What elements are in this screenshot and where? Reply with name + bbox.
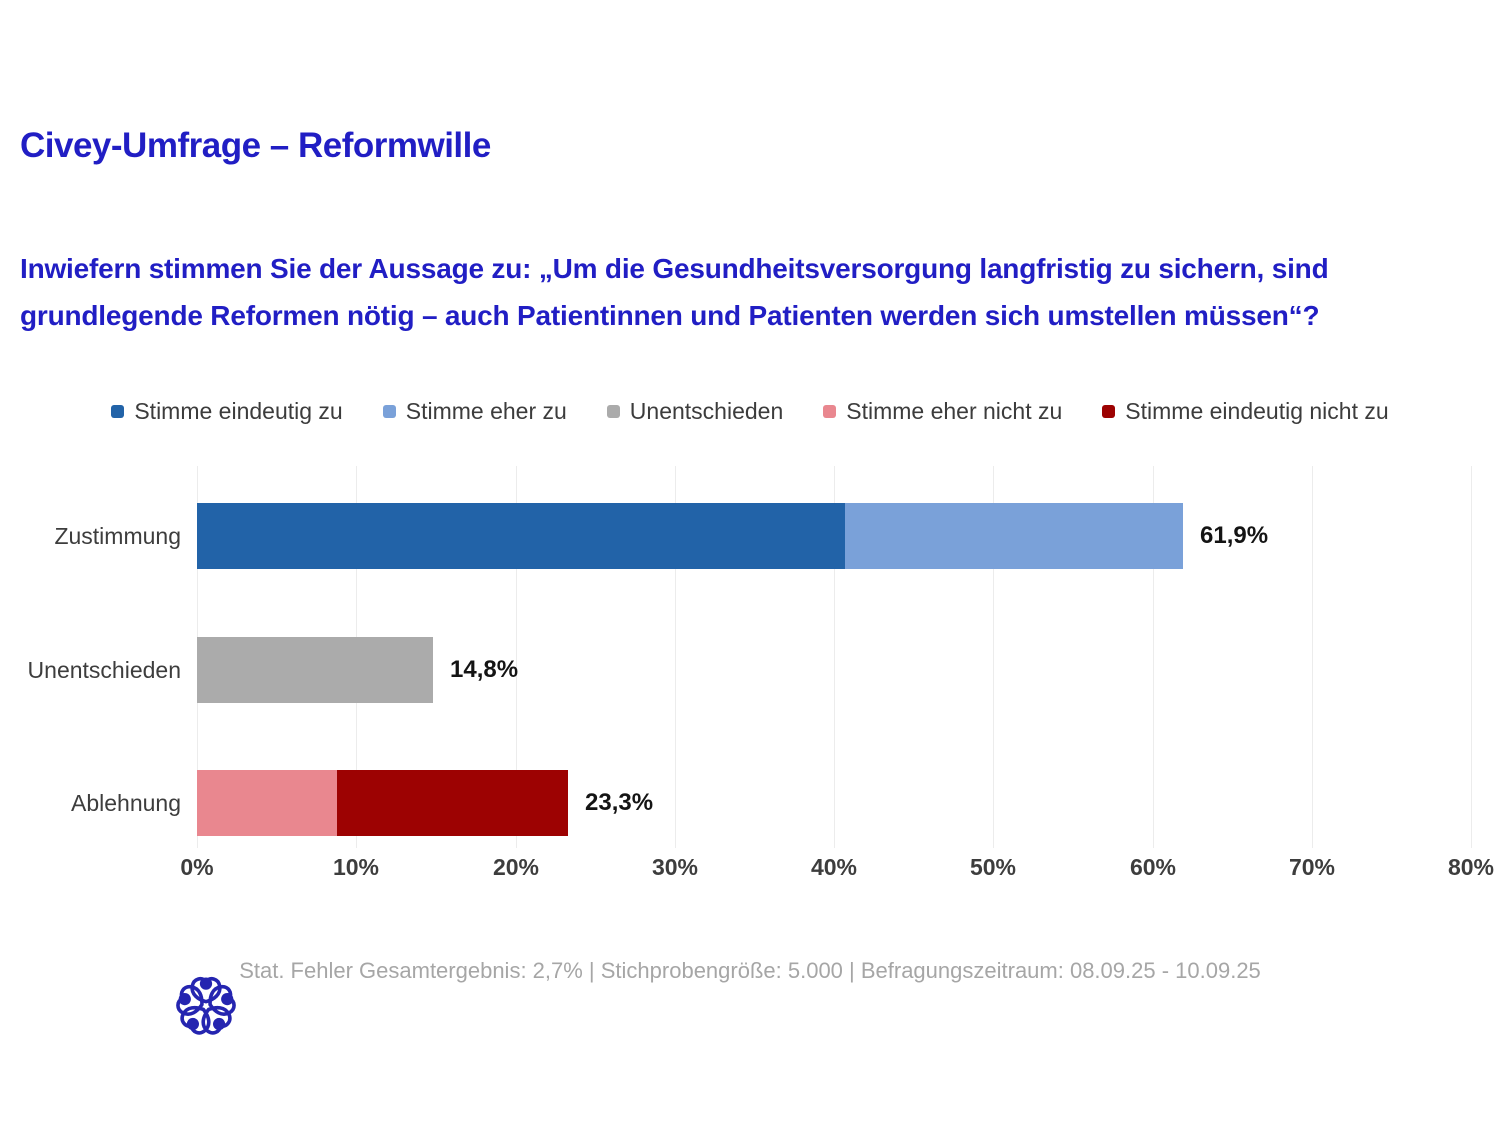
- bar-segment: [337, 770, 568, 836]
- x-axis-tick-label: 50%: [969, 854, 1017, 880]
- x-axis-tick-label: 30%: [651, 854, 699, 880]
- gridline: [834, 466, 835, 848]
- x-axis-tick-label: 0%: [180, 854, 214, 880]
- stacked-bar: [197, 503, 1183, 569]
- bar-segment: [197, 503, 845, 569]
- gridline: [993, 466, 994, 848]
- legend-label: Stimme eindeutig nicht zu: [1125, 398, 1389, 424]
- x-axis-tick-label: 20%: [492, 854, 540, 880]
- value-label: 14,8%: [450, 656, 519, 683]
- footer-note: Stat. Fehler Gesamtergebnis: 2,7% | Stic…: [239, 958, 1261, 983]
- legend-item: Stimme eindeutig nicht zu: [1102, 398, 1389, 425]
- stacked-bar: [197, 770, 568, 836]
- legend-label: Stimme eindeutig zu: [134, 398, 343, 424]
- survey-question: Inwiefern stimmen Sie der Aussage zu: „U…: [20, 253, 1329, 331]
- stacked-bar: [197, 637, 433, 703]
- category-label: Ablehnung: [71, 790, 181, 816]
- legend-swatch-icon: [382, 405, 396, 418]
- bar-segment: [845, 503, 1183, 569]
- gridline: [516, 466, 517, 848]
- civey-logo-icon: [176, 976, 236, 1035]
- legend-item: Stimme eher zu: [382, 398, 567, 425]
- legend-swatch-icon: [823, 405, 837, 418]
- page-title: Civey-Umfrage – Reformwille: [20, 126, 491, 165]
- category-label: Zustimmung: [54, 523, 181, 549]
- x-axis-tick-label: 40%: [810, 854, 858, 880]
- legend-label: Unentschieden: [629, 398, 784, 424]
- x-axis-tick-label: 10%: [332, 854, 380, 880]
- legend-label: Stimme eher zu: [405, 398, 567, 424]
- x-axis-tick-label: 80%: [1447, 854, 1495, 880]
- gridline: [675, 466, 676, 848]
- value-label: 23,3%: [585, 789, 654, 816]
- legend-label: Stimme eher nicht zu: [846, 398, 1063, 424]
- gridline: [1471, 466, 1472, 848]
- chart-legend: Stimme eindeutig zu Stimme eher zu Unentsc…: [0, 398, 1500, 425]
- legend-item: Unentschieden: [606, 398, 784, 425]
- value-label: 61,9%: [1200, 522, 1269, 549]
- x-axis-tick-label: 60%: [1129, 854, 1177, 880]
- bar-segment: [197, 770, 337, 836]
- legend-item: Stimme eher nicht zu: [823, 398, 1062, 425]
- x-axis-tick-label: 70%: [1288, 854, 1336, 880]
- gridline: [1312, 466, 1313, 848]
- legend-swatch-icon: [1102, 405, 1116, 418]
- legend-swatch-icon: [111, 405, 125, 418]
- legend-swatch-icon: [606, 405, 620, 418]
- gridline: [1153, 466, 1154, 848]
- category-label: Unentschieden: [27, 657, 181, 683]
- bar-segment: [197, 637, 433, 703]
- legend-item: Stimme eindeutig zu: [111, 398, 343, 425]
